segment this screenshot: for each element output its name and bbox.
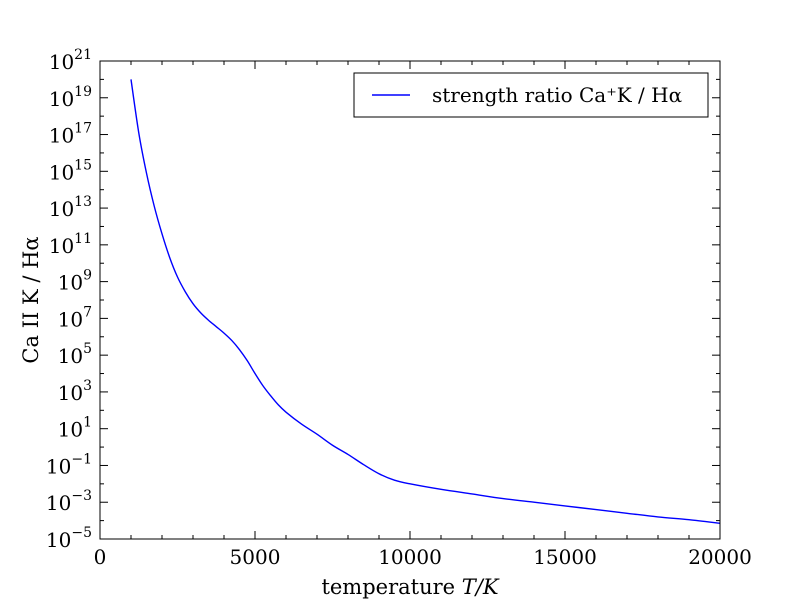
series-group xyxy=(130,79,721,525)
y-tick-label: 1015 xyxy=(49,157,92,184)
y-tick-base: 10 xyxy=(58,381,83,405)
x-tick-label: 5000 xyxy=(230,545,281,569)
y-tick-base: 10 xyxy=(58,271,83,295)
y-tick-label: 1019 xyxy=(49,84,92,111)
y-tick-exponent: −3 xyxy=(71,488,92,504)
y-tick-exponent: 19 xyxy=(74,84,92,100)
axis-ticks xyxy=(99,60,721,540)
y-tick-exponent: 17 xyxy=(74,121,92,137)
series-line-0 xyxy=(130,79,721,525)
y-tick-exponent: 21 xyxy=(74,47,92,63)
y-tick-label: 1013 xyxy=(49,194,92,221)
y-tick-exponent: 3 xyxy=(83,378,92,394)
y-tick-base: 10 xyxy=(49,124,74,148)
y-axis-label: Ca II K / Hα xyxy=(19,236,43,363)
y-tick-exponent: 11 xyxy=(74,231,92,247)
y-tick-exponent: −5 xyxy=(71,525,92,541)
y-tick-label: 103 xyxy=(58,378,92,405)
plot-area xyxy=(100,61,720,539)
y-tick-base: 10 xyxy=(49,160,74,184)
y-tick-base: 10 xyxy=(49,234,74,258)
y-tick-label: 10−3 xyxy=(46,488,92,515)
y-tick-exponent: 13 xyxy=(74,194,92,210)
y-tick-label: 107 xyxy=(58,304,92,331)
plot-frame xyxy=(99,60,721,540)
y-tick-exponent: 9 xyxy=(83,268,92,284)
y-tick-base: 10 xyxy=(58,418,83,442)
y-tick-label: 1017 xyxy=(49,121,92,148)
y-tick-exponent: 15 xyxy=(74,157,92,173)
y-tick-base: 10 xyxy=(58,344,83,368)
y-tick-exponent: 5 xyxy=(83,341,92,357)
y-tick-base: 10 xyxy=(46,528,71,552)
y-tick-exponent: 1 xyxy=(83,415,92,431)
x-axis-label: temperature T/K xyxy=(321,575,499,599)
y-tick-base: 10 xyxy=(49,50,74,74)
y-tick-label: 10−5 xyxy=(46,525,92,552)
x-tick-label: 10000 xyxy=(378,545,442,569)
y-tick-base: 10 xyxy=(58,307,83,331)
y-tick-label: 1021 xyxy=(49,47,92,74)
x-tick-label: 20000 xyxy=(688,545,752,569)
y-tick-base: 10 xyxy=(46,491,71,515)
legend-label: strength ratio Ca⁺K / Hα xyxy=(432,83,682,107)
x-tick-label: 0 xyxy=(94,545,107,569)
axis-tick-labels: 0 5000 10000 15000 2000010−510−310−110110310… xyxy=(46,47,752,569)
x-axis-label-math: T/K xyxy=(462,575,500,599)
y-tick-base: 10 xyxy=(49,87,74,111)
x-tick-label: 15000 xyxy=(533,545,597,569)
y-tick-label: 1011 xyxy=(49,231,92,258)
y-tick-exponent: 7 xyxy=(83,304,92,320)
y-tick-base: 10 xyxy=(46,454,71,478)
y-tick-label: 101 xyxy=(58,415,92,442)
x-axis-label-text: temperature xyxy=(321,575,461,599)
y-tick-base: 10 xyxy=(49,197,74,221)
legend-box xyxy=(353,72,709,118)
y-tick-label: 109 xyxy=(58,268,92,295)
legend: strength ratio Ca⁺K / Hα xyxy=(353,72,709,118)
y-tick-label: 105 xyxy=(58,341,92,368)
y-tick-exponent: −1 xyxy=(71,451,92,467)
y-tick-label: 10−1 xyxy=(46,451,92,478)
